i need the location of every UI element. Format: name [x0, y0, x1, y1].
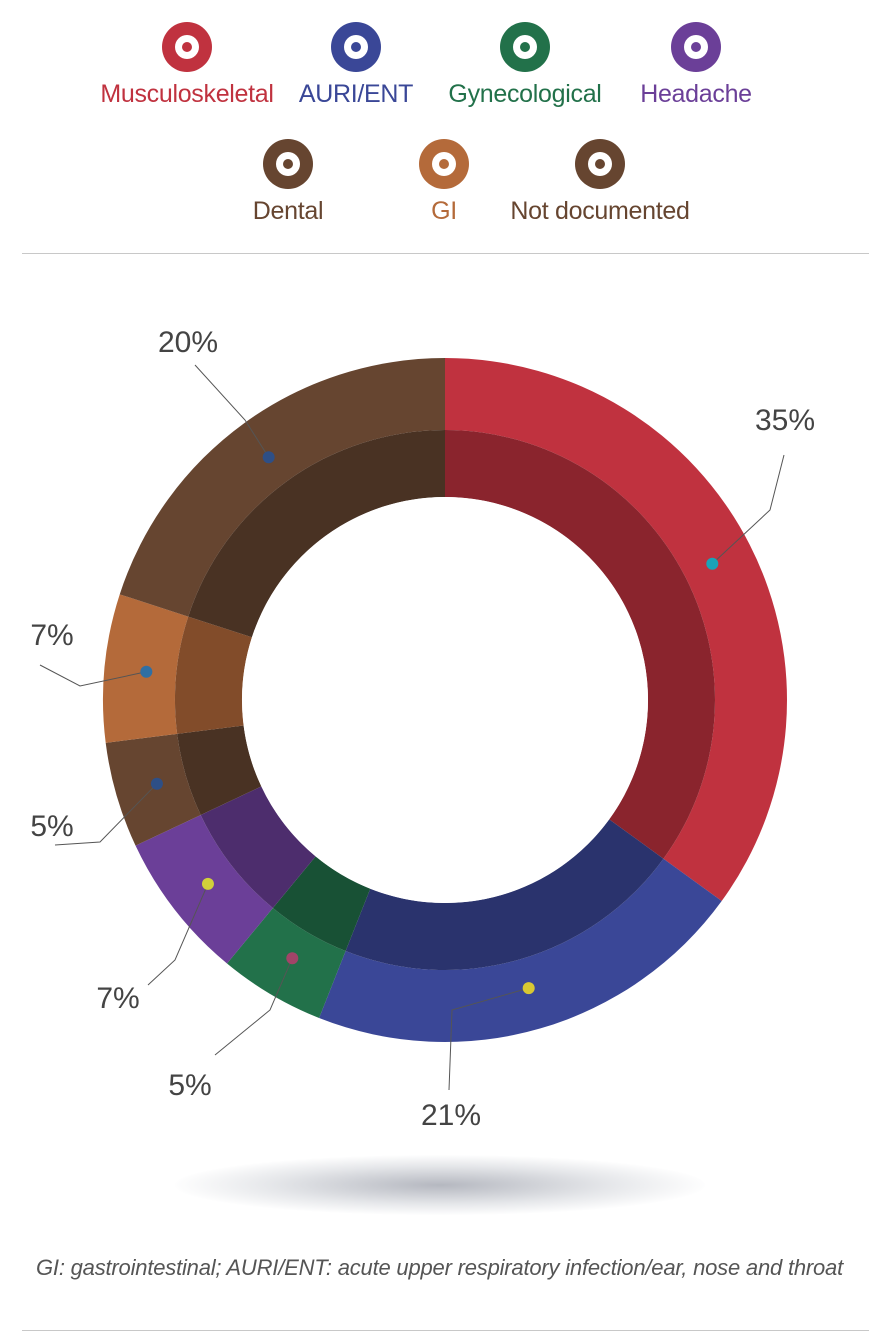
- legend-label-gi: GI: [431, 197, 457, 225]
- legend-label-auri-ent: AURI/ENT: [298, 80, 414, 108]
- data-label-not-documented: 20%: [158, 326, 218, 359]
- slice-inner-dental: [177, 725, 262, 815]
- leader-line-dental: [54, 783, 158, 846]
- leader-line-musculoskeletal: [711, 454, 785, 565]
- legend-item-dental: Dental: [188, 137, 388, 226]
- slice-inner-gynecological: [272, 856, 371, 952]
- legend-label-gynecological: Gynecological: [448, 80, 602, 108]
- slice-dot-gynecological: [286, 952, 299, 965]
- bottom-divider: [22, 1330, 869, 1331]
- slice-dot-gi: [140, 665, 153, 678]
- legend-label-not-documented: Not documented: [510, 197, 690, 225]
- legend-item-gi: GI: [344, 137, 544, 226]
- slice-inner-gi: [174, 616, 252, 734]
- legend-marker-headache: [671, 22, 721, 72]
- legend-marker-not-documented: [575, 139, 625, 189]
- footnote: GI: gastrointestinal; AURI/ENT: acute up…: [36, 1255, 843, 1280]
- legend-marker-gi: [419, 139, 469, 189]
- slice-inner-not-documented: [188, 430, 446, 638]
- legend-item-auri-ent: AURI/ENT: [256, 20, 456, 109]
- slice-outer-musculoskeletal: [445, 358, 787, 902]
- legend-item-musculoskeletal: Musculoskeletal: [87, 20, 287, 109]
- leader-line-not-documented: [194, 364, 270, 458]
- slice-dot-dental: [150, 777, 163, 790]
- legend-row-1: Musculoskeletal AURI/ENT Gynecological H…: [0, 20, 879, 130]
- legend-label-musculoskeletal: Musculoskeletal: [100, 80, 274, 108]
- slice-outer-not-documented: [119, 358, 445, 617]
- data-label-gynecological: 5%: [168, 1069, 211, 1102]
- slice-dot-headache: [201, 877, 214, 890]
- legend-item-gynecological: Gynecological: [425, 20, 625, 109]
- legend-marker-gynecological: [500, 22, 550, 72]
- slice-outer-headache: [135, 814, 273, 964]
- slice-inner-auri-ent: [345, 819, 664, 971]
- leader-line-gi: [39, 664, 147, 687]
- slice-inner-headache: [200, 786, 316, 909]
- data-label-gi: 7%: [30, 619, 73, 652]
- slice-outer-gynecological: [227, 908, 346, 1018]
- legend-item-not-documented: Not documented: [500, 137, 700, 226]
- legend-marker-auri-ent: [331, 22, 381, 72]
- data-label-dental: 5%: [30, 810, 73, 843]
- data-label-headache: 7%: [96, 982, 139, 1015]
- slice-dot-auri-ent: [522, 982, 535, 995]
- legend-item-headache: Headache: [596, 20, 796, 109]
- leader-line-headache: [147, 883, 209, 986]
- top-divider: [22, 253, 869, 254]
- slice-inner-musculoskeletal: [445, 430, 715, 859]
- donut-hole: [242, 497, 648, 903]
- data-label-musculoskeletal: 35%: [755, 404, 815, 437]
- legend-label-headache: Headache: [640, 80, 752, 108]
- legend-marker-musculoskeletal: [162, 22, 212, 72]
- leader-line-gynecological: [214, 958, 293, 1056]
- donut-chart: 35% 21% 5% 7% 5% 7% 20%: [30, 326, 815, 1132]
- chart-shadow: [175, 1155, 705, 1215]
- legend-marker-dental: [263, 139, 313, 189]
- slice-dot-musculoskeletal: [706, 557, 719, 570]
- slice-outer-auri-ent: [319, 858, 722, 1042]
- legend-label-dental: Dental: [252, 197, 324, 225]
- data-label-auri-ent: 21%: [421, 1099, 481, 1132]
- legend-row-2: Dental GI Not documented: [0, 137, 879, 247]
- leader-line-auri-ent: [448, 987, 529, 1091]
- slice-outer-dental: [105, 733, 201, 846]
- slice-dot-not-documented: [262, 451, 275, 464]
